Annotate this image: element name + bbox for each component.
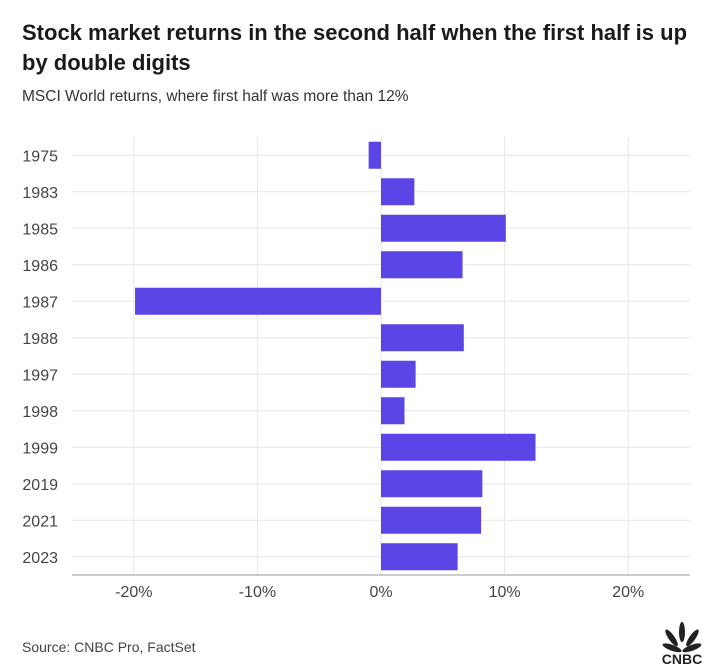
y-tick-label: 1985 [22,221,58,238]
y-tick-label: 1986 [22,258,58,275]
chart-title: Stock market returns in the second half … [22,20,688,75]
chart-subtitle: MSCI World returns, where first half was… [22,88,409,105]
x-tick-label: 0% [369,584,392,601]
y-tick-label: 2023 [22,550,58,567]
bar-2021 [381,506,482,534]
y-tick-label: 1999 [22,440,58,457]
y-tick-label: 1988 [22,331,58,348]
y-tick-label: 2019 [22,477,58,494]
x-tick-label: 10% [489,584,521,601]
y-tick-label: 1998 [22,404,58,421]
logo-text: CNBC [662,651,702,666]
y-tick-label: 1983 [22,185,58,202]
bar-1983 [381,178,415,206]
cnbc-logo: CNBC [662,622,702,666]
y-tick-label: 1987 [22,294,58,311]
y-tick-label: 2021 [22,513,58,530]
bar-1987 [135,287,381,315]
x-tick-label: -10% [239,584,276,601]
bar-1997 [381,360,416,388]
source-note: Source: CNBC Pro, FactSet [22,639,196,655]
x-tick-label: 20% [612,584,644,601]
y-tick-label: 1997 [22,367,58,384]
bar-1986 [381,251,463,279]
bar-2019 [381,470,483,498]
bar-2023 [381,543,458,571]
peacock-icon [662,622,702,653]
bar-1988 [381,324,464,352]
bar-1999 [381,433,536,461]
bar-1998 [381,397,405,425]
x-tick-label: -20% [115,584,152,601]
bar-1975 [368,141,381,169]
bar-1985 [381,214,506,242]
y-tick-label: 1975 [22,148,58,165]
